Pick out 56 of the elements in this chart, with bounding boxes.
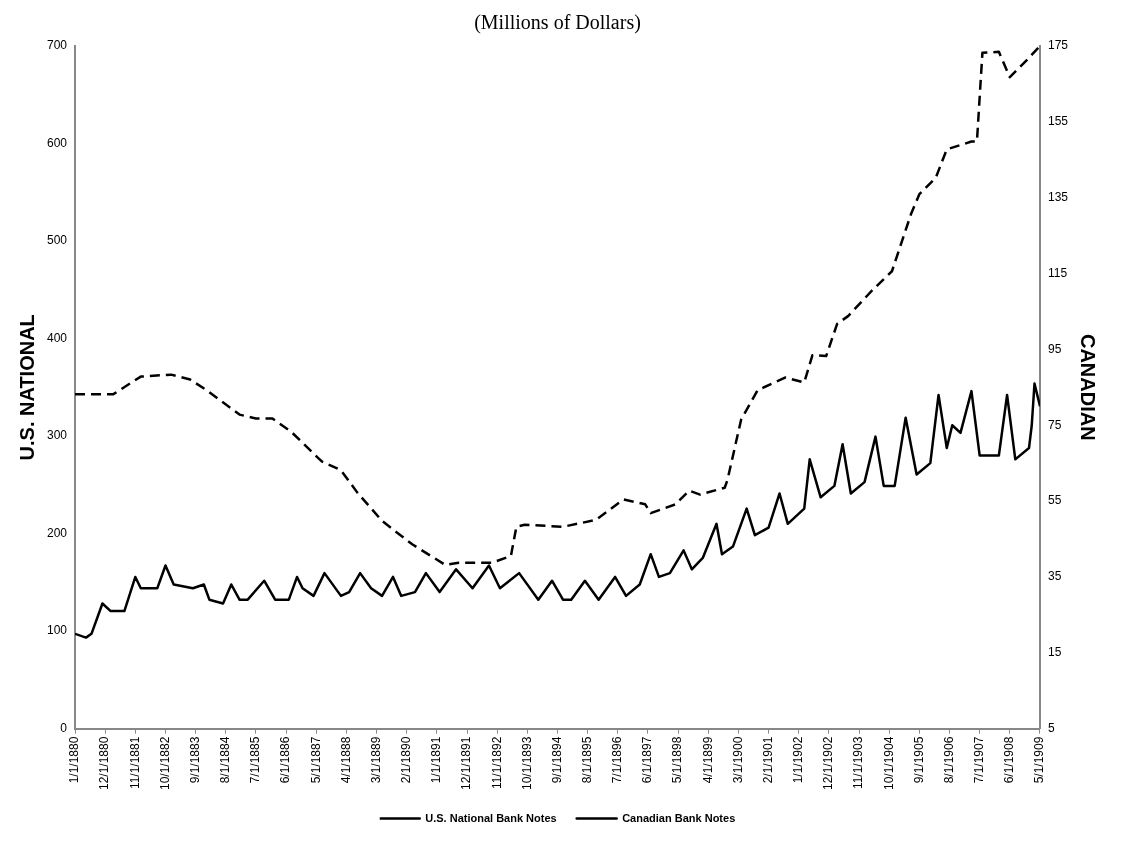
y2-tick-label: 175 — [1047, 38, 1069, 53]
y2-tick-label: 55 — [1047, 493, 1062, 508]
x-tick-label: 5/1/1887 — [308, 736, 323, 784]
x-tick-label: 5/1/1909 — [1032, 736, 1047, 784]
y2-tick-label: 155 — [1047, 114, 1069, 129]
x-tick-label: 10/1/1882 — [157, 736, 172, 791]
y2-axis-title: CANADIAN — [1077, 333, 1100, 441]
y-tick-label: 500 — [46, 233, 68, 248]
y2-tick-label: 75 — [1047, 417, 1062, 432]
x-tick-label: 7/1/1907 — [971, 736, 986, 784]
x-tick-label: 3/1/1889 — [368, 736, 383, 784]
y-tick-label: 100 — [46, 623, 68, 638]
x-tick-label: 7/1/1885 — [248, 736, 263, 784]
x-tick-label: 6/1/1886 — [278, 736, 293, 784]
x-tick-label: 11/1/1881 — [127, 736, 142, 790]
y-tick-label: 400 — [46, 330, 68, 345]
x-tick-label: 9/1/1894 — [549, 736, 564, 784]
x-tick-label: 10/1/1904 — [881, 736, 896, 791]
y2-tick-label: 115 — [1047, 265, 1068, 280]
x-tick-label: 12/1/1880 — [97, 736, 112, 791]
y-tick-label: 300 — [46, 428, 68, 443]
legend-label: Canadian Bank Notes — [622, 811, 736, 824]
x-tick-label: 1/1/1880 — [67, 736, 82, 784]
x-tick-label: 9/1/1883 — [187, 736, 202, 784]
x-tick-label: 5/1/1898 — [670, 736, 685, 784]
x-tick-label: 11/1/1903 — [851, 736, 866, 790]
y2-tick-label: 35 — [1047, 569, 1062, 584]
x-tick-label: 4/1/1899 — [700, 736, 715, 784]
y2-tick-label: 95 — [1047, 341, 1062, 356]
legend-label: U.S. National Bank Notes — [425, 811, 557, 824]
y2-tick-label: 15 — [1047, 645, 1062, 660]
x-tick-label: 6/1/1897 — [640, 736, 655, 784]
y-axis-title: U.S. NATIONAL — [15, 314, 38, 461]
x-tick-label: 1/1/1902 — [791, 736, 806, 784]
x-tick-label: 8/1/1895 — [579, 736, 594, 784]
chart-title: (Millions of Dollars) — [474, 11, 641, 35]
x-tick-label: 2/1/1890 — [399, 736, 414, 784]
x-tick-label: 12/1/1891 — [459, 736, 474, 791]
x-tick-label: 7/1/1896 — [610, 736, 625, 784]
x-tick-label: 4/1/1888 — [338, 736, 353, 784]
x-tick-label: 6/1/1908 — [1002, 736, 1017, 784]
x-tick-label: 9/1/1905 — [911, 736, 926, 784]
x-tick-label: 8/1/1906 — [941, 736, 956, 784]
x-tick-label: 11/1/1892 — [489, 736, 504, 790]
x-tick-label: 12/1/1902 — [821, 736, 836, 791]
y-tick-label: 600 — [46, 135, 68, 150]
x-tick-label: 1/1/1891 — [429, 736, 444, 784]
y2-tick-label: 5 — [1047, 720, 1055, 735]
y-tick-label: 0 — [60, 720, 68, 735]
x-tick-label: 2/1/1901 — [760, 736, 775, 784]
x-tick-label: 3/1/1900 — [730, 736, 745, 784]
y2-tick-label: 135 — [1047, 190, 1069, 204]
y-tick-label: 700 — [46, 38, 68, 53]
y-tick-label: 200 — [46, 525, 68, 540]
x-tick-label: 8/1/1884 — [218, 736, 233, 784]
x-tick-label: 10/1/1893 — [519, 736, 534, 791]
